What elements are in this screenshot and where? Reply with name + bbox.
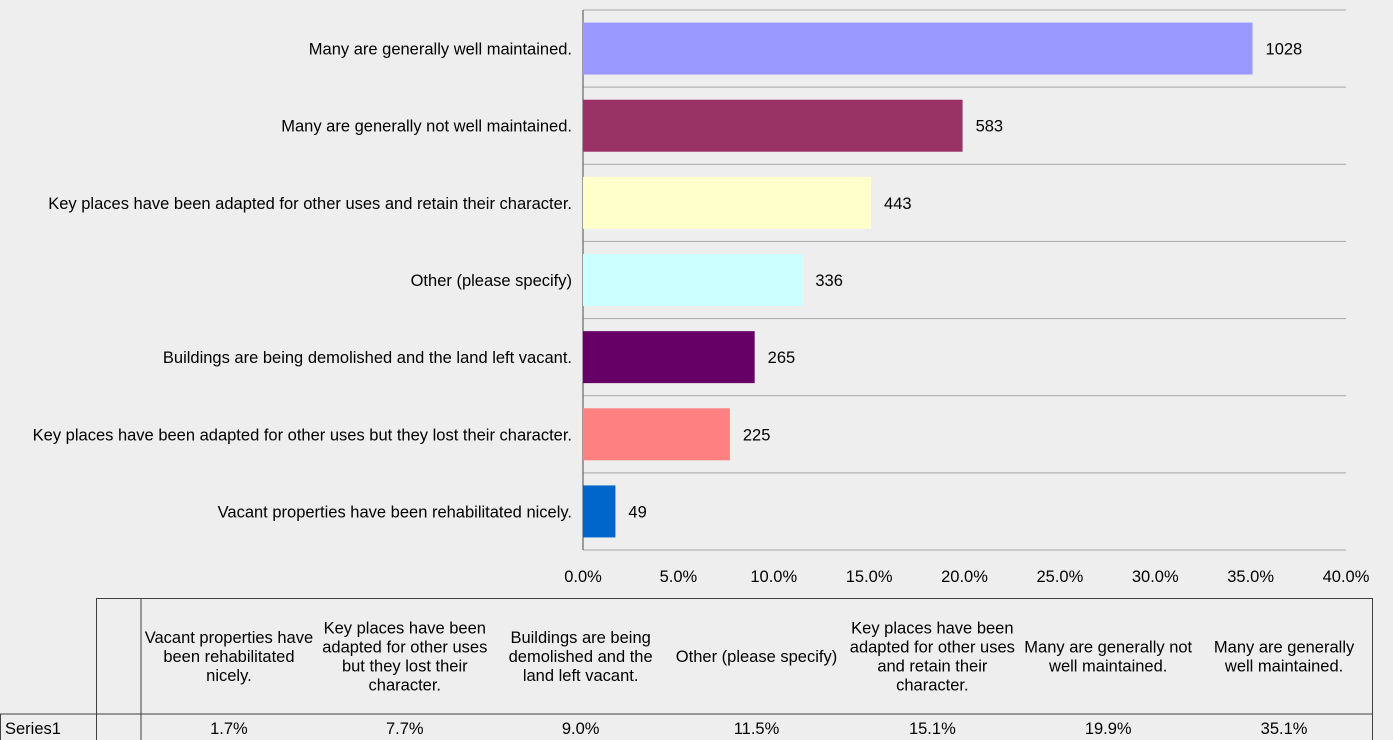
bar — [583, 408, 730, 461]
table-value: 1.7% — [210, 720, 248, 738]
x-tick-label: 5.0% — [660, 568, 698, 586]
table-header: nicely. — [206, 667, 252, 685]
bar — [583, 22, 1253, 75]
bar — [583, 485, 616, 538]
category-label: Vacant properties have been rehabilitate… — [218, 503, 572, 521]
x-tick-label: 30.0% — [1132, 568, 1179, 586]
table-value: 19.9% — [1085, 720, 1132, 738]
bar — [583, 176, 872, 229]
table-header: Many are generally not — [1024, 639, 1192, 657]
category-label: Key places have been adapted for other u… — [48, 195, 572, 213]
table-header: and retain their — [877, 658, 988, 676]
table-header: Many are generally — [1214, 639, 1355, 657]
table-value: 15.1% — [909, 720, 956, 738]
table-value: 7.7% — [386, 720, 424, 738]
data-label: 336 — [815, 272, 843, 290]
bar — [583, 254, 803, 306]
table-header: adapted for other uses — [850, 639, 1015, 657]
table-header: Key places have been — [324, 620, 486, 638]
table-header: been rehabilitated — [163, 648, 294, 666]
table-header: well maintained. — [1048, 658, 1167, 676]
table-header: Key places have been — [851, 620, 1013, 638]
table-header: character. — [896, 677, 968, 695]
data-label: 443 — [884, 195, 912, 213]
category-label: Buildings are being demolished and the l… — [163, 349, 572, 367]
category-label: Other (please specify) — [411, 272, 572, 290]
category-label: Key places have been adapted for other u… — [33, 426, 572, 444]
x-tick-label: 25.0% — [1036, 568, 1083, 586]
table-value: 9.0% — [562, 720, 600, 738]
bar — [583, 99, 963, 152]
bar — [583, 331, 755, 384]
table-header: adapted for other uses — [322, 639, 487, 657]
table-header: well maintained. — [1224, 658, 1343, 676]
data-label: 583 — [976, 118, 1004, 136]
data-label: 49 — [628, 503, 646, 521]
x-tick-label: 40.0% — [1323, 568, 1370, 586]
category-label: Many are generally well maintained. — [309, 41, 572, 59]
table-header: land left vacant. — [523, 667, 639, 685]
x-tick-label: 10.0% — [750, 568, 797, 586]
data-table-border — [96, 598, 1373, 740]
table-header: demolished and the — [509, 648, 653, 666]
table-header: Buildings are being — [510, 629, 650, 647]
table-header: Other (please specify) — [676, 648, 837, 666]
data-label: 1028 — [1266, 41, 1303, 59]
table-header: character. — [369, 677, 441, 695]
data-label: 225 — [743, 426, 771, 444]
table-header: but they lost their — [342, 658, 468, 676]
x-tick-label: 20.0% — [941, 568, 988, 586]
x-tick-label: 15.0% — [846, 568, 893, 586]
x-tick-label: 0.0% — [564, 568, 602, 586]
table-value: 11.5% — [734, 720, 780, 738]
table-header: Vacant properties have — [145, 629, 313, 647]
x-tick-label: 35.0% — [1227, 568, 1274, 586]
category-label: Many are generally not well maintained. — [281, 118, 572, 136]
data-label: 265 — [768, 349, 796, 367]
series-name: Series1 — [5, 720, 61, 738]
table-value: 35.1% — [1261, 720, 1308, 738]
